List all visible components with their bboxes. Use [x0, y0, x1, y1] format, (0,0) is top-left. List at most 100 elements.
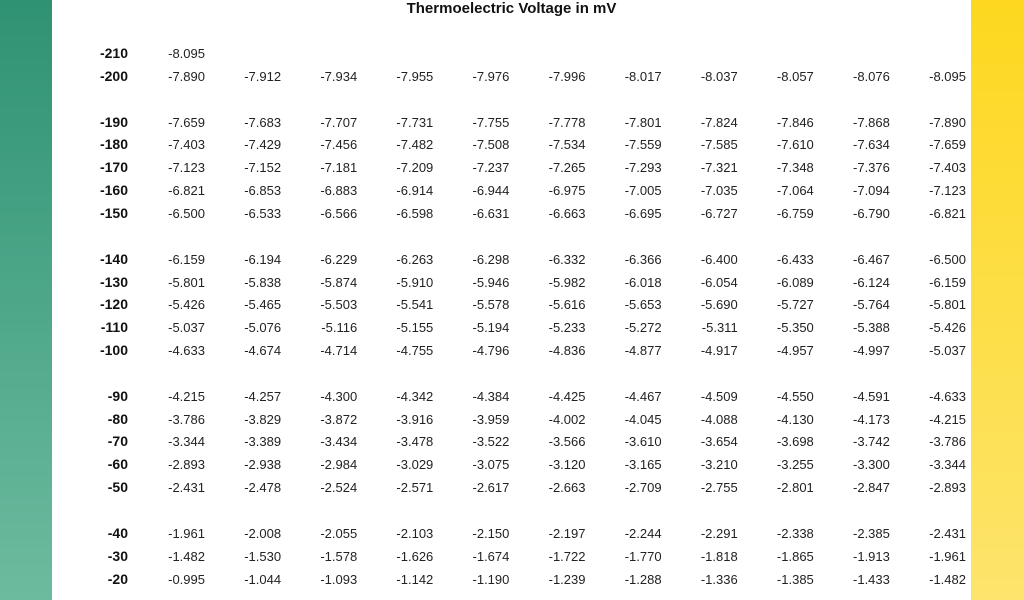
cell: -8.057 [776, 68, 814, 84]
row-label: -140 [99, 250, 128, 267]
cell: -5.037 [168, 320, 205, 336]
cell: -7.634 [853, 137, 890, 153]
cell: -7.846 [776, 114, 814, 130]
cell: -2.617 [472, 480, 510, 496]
cell: -5.076 [244, 320, 282, 336]
cell: -3.786 [929, 434, 966, 450]
cell: -4.550 [776, 388, 814, 404]
cell: -1.482 [168, 548, 205, 564]
cell: -3.434 [320, 434, 358, 450]
row-label: -40 [107, 524, 128, 541]
cell: -6.332 [548, 251, 586, 267]
cell: -1.913 [853, 548, 890, 564]
row-label: -170 [99, 159, 128, 176]
cell: -1.385 [776, 571, 814, 587]
cell: -2.893 [929, 480, 966, 496]
cell: -4.591 [853, 388, 890, 404]
cell: -4.674 [244, 343, 282, 359]
cell: -5.616 [548, 297, 586, 313]
cell: -7.293 [624, 160, 662, 176]
cell: -5.503 [320, 297, 358, 313]
cell: -7.123 [929, 183, 966, 199]
cell: -7.610 [776, 137, 814, 153]
cell: -1.722 [548, 548, 586, 564]
cell: -2.984 [320, 457, 358, 473]
cell: -6.467 [853, 251, 890, 267]
cell: -4.173 [853, 411, 890, 427]
cell: -3.654 [700, 434, 738, 450]
cell: -6.944 [472, 183, 510, 199]
cell: -2.008 [244, 525, 282, 541]
cell: -3.165 [624, 457, 662, 473]
row-label: -130 [99, 273, 128, 290]
cell: -4.467 [624, 388, 662, 404]
cell: -5.465 [244, 297, 282, 313]
cell: -4.796 [472, 343, 510, 359]
cell: -3.075 [472, 457, 510, 473]
cell: -3.210 [700, 457, 738, 473]
cell: -6.159 [168, 251, 205, 267]
cell: -3.029 [396, 457, 434, 473]
cell: -6.159 [929, 274, 966, 290]
cell: -6.298 [472, 251, 510, 267]
cell: -5.874 [320, 274, 358, 290]
cell: -3.610 [624, 434, 662, 450]
cell: -7.585 [700, 137, 738, 153]
cell: -7.456 [320, 137, 358, 153]
cell: -7.403 [168, 137, 205, 153]
cell: -2.847 [853, 480, 890, 496]
cell: -7.683 [244, 114, 282, 130]
cell: -3.120 [548, 457, 586, 473]
cell: -1.190 [472, 571, 510, 587]
cell: -8.095 [168, 46, 205, 61]
cell: -4.957 [776, 343, 814, 359]
cell: -7.181 [320, 160, 358, 176]
cell: -6.500 [168, 205, 205, 221]
cell: -5.155 [396, 320, 434, 336]
cell: -5.426 [929, 320, 966, 336]
cell: -1.674 [472, 548, 510, 564]
cell: -6.598 [396, 205, 434, 221]
row-label: -160 [99, 182, 128, 199]
cell: -1.433 [853, 571, 890, 587]
cell: -4.633 [168, 343, 205, 359]
cell: -4.045 [624, 411, 662, 427]
cell: -1.482 [929, 571, 966, 587]
cell: -3.742 [853, 434, 890, 450]
cell: -5.801 [168, 274, 205, 290]
right-band [971, 0, 1024, 600]
cell: -7.559 [624, 137, 662, 153]
cell: -5.116 [321, 320, 358, 336]
cell: -7.731 [396, 114, 434, 130]
row-label: -190 [99, 113, 128, 130]
cell: -7.005 [624, 183, 662, 199]
cell: -2.801 [776, 480, 814, 496]
cell: -8.076 [853, 68, 890, 84]
cell: -4.300 [320, 388, 358, 404]
cell: -1.530 [244, 548, 282, 564]
cell: -2.524 [320, 480, 358, 496]
cell: -4.836 [548, 343, 586, 359]
cell: -2.431 [929, 525, 966, 541]
cell: -2.385 [853, 525, 890, 541]
row-label: -60 [107, 456, 128, 473]
cell: -7.094 [853, 183, 890, 199]
cell: -7.912 [244, 68, 282, 84]
cell: -6.433 [776, 251, 814, 267]
left-band [0, 0, 52, 600]
cell: -5.982 [548, 274, 586, 290]
cell: -8.017 [624, 68, 662, 84]
cell: -6.366 [624, 251, 662, 267]
cell: -7.209 [396, 160, 434, 176]
cell: -1.961 [929, 548, 966, 564]
cell: -7.376 [853, 160, 890, 176]
row-label: -20 [107, 570, 128, 587]
cell: -4.877 [624, 343, 662, 359]
cell: -2.663 [548, 480, 586, 496]
row-label: -30 [107, 547, 128, 564]
cell: -3.344 [929, 457, 966, 473]
cell: -6.975 [548, 183, 586, 199]
cell: -7.265 [548, 160, 586, 176]
cell: -7.348 [776, 160, 814, 176]
cell: -0.995 [168, 571, 205, 587]
